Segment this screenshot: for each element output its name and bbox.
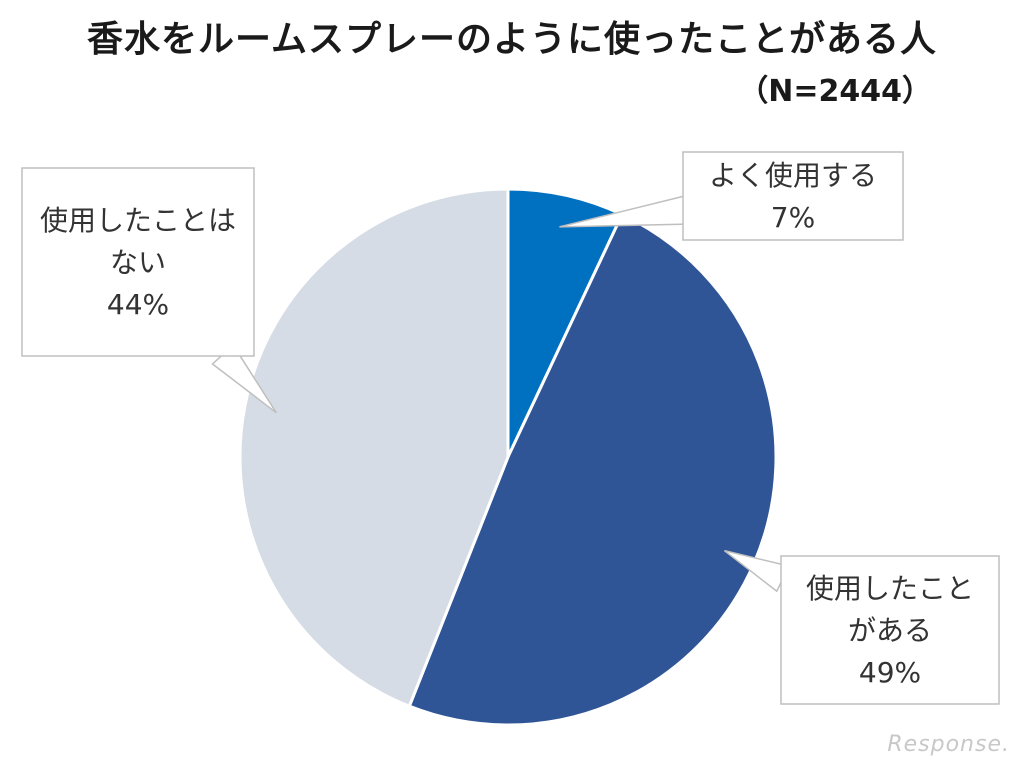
chart-subtitle: （N=2444） — [738, 74, 932, 109]
slice-value-label-0: 7% — [771, 201, 815, 234]
callout-0: よく使用する 7% — [559, 151, 904, 241]
slice-category-label-0: よく使用する — [709, 159, 877, 192]
slice-category-label-1: 使用したこと — [806, 572, 974, 605]
chart-title: 香水をルームスプレーのように使ったことがある人 — [87, 19, 937, 60]
pie-slice-2 — [238, 187, 510, 709]
slice-category-label-2: ない — [110, 246, 166, 279]
slice-category-label-2: 使用したことは — [40, 204, 236, 237]
callout-box-0 — [682, 151, 904, 241]
watermark-logo: Response. — [887, 732, 1010, 757]
slice-value-label-1: 49% — [859, 656, 921, 689]
slice-value-label-2: 44% — [107, 288, 169, 321]
callout-box-2 — [21, 167, 255, 357]
callout-box-1 — [780, 555, 1000, 705]
slice-category-label-1: がある — [848, 614, 932, 647]
